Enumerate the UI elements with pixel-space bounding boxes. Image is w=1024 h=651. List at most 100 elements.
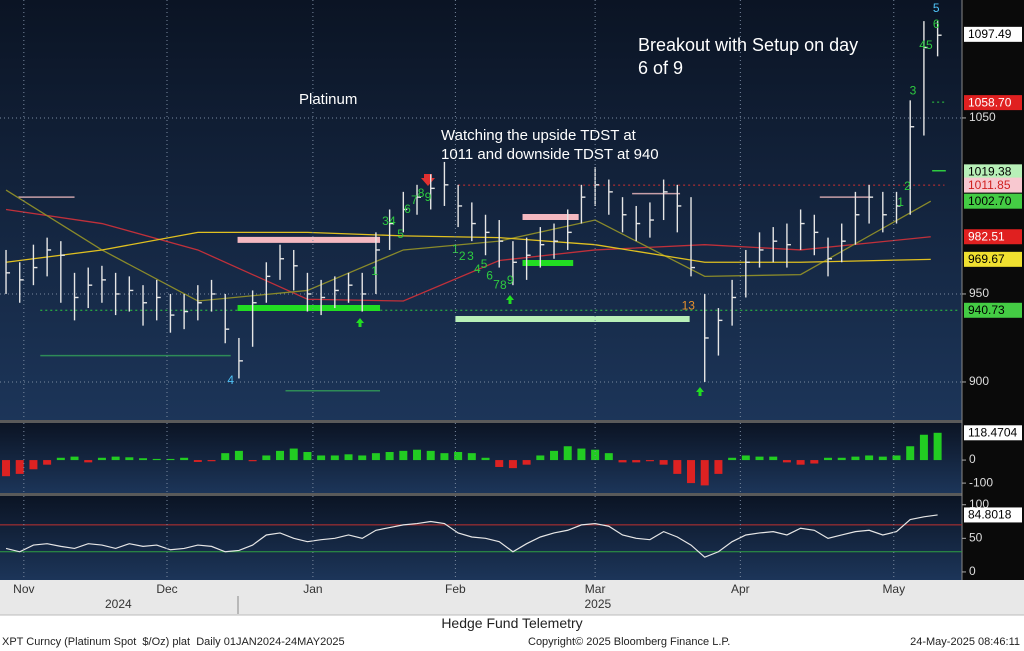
histogram-bar <box>755 456 764 461</box>
histogram-bar <box>84 460 93 463</box>
value-tag <box>964 507 1022 523</box>
y-tick-label: 0 <box>969 564 976 578</box>
histogram-bar <box>29 460 38 470</box>
histogram-bar <box>700 460 709 486</box>
histogram-bar <box>43 460 52 465</box>
moving-average <box>5 189 932 302</box>
y-tick-label: 100 <box>969 497 989 511</box>
panel-divider <box>0 420 1024 423</box>
histogram-bar <box>659 460 668 465</box>
histogram-bar <box>728 457 737 461</box>
histogram-bar <box>645 460 654 462</box>
value-tag <box>964 425 1022 441</box>
price-tag <box>964 164 1022 180</box>
histogram-bar <box>550 450 559 461</box>
td-count: 5 <box>926 38 933 52</box>
td-count: 7 <box>493 277 500 291</box>
buy-arrow <box>696 387 704 396</box>
histogram-bar <box>878 456 887 461</box>
y-tick-label: 1050 <box>969 110 996 124</box>
td-count: 1 <box>897 195 904 209</box>
histogram-bar <box>618 460 627 463</box>
histogram-bar <box>70 456 79 461</box>
y-tick-label: 950 <box>969 286 989 300</box>
td-count: 13 <box>682 298 696 312</box>
histogram-bar <box>152 458 161 461</box>
buy-arrow <box>356 318 364 327</box>
y-tick-label: 50 <box>969 531 983 545</box>
td-count: 7 <box>411 193 418 207</box>
td-count: 2 <box>904 179 911 193</box>
td-count: 2 <box>459 249 466 263</box>
histogram-bar <box>344 454 353 461</box>
td-count: 4 <box>389 214 396 228</box>
td-count: 1 <box>371 264 378 278</box>
td-count: 3 <box>910 84 917 98</box>
histogram-bar <box>837 457 846 461</box>
histogram-bar <box>303 452 312 461</box>
histogram-bar <box>385 452 394 461</box>
y-tick-label: -100 <box>969 475 993 489</box>
price-tag <box>964 95 1022 111</box>
histogram-bar <box>289 448 298 461</box>
histogram-bar <box>330 455 339 461</box>
td-count: 5 <box>481 257 488 271</box>
histogram-bar <box>276 450 285 461</box>
histogram-bar <box>111 456 120 461</box>
price-tag-label: 1002.70 <box>968 194 1012 208</box>
histogram-bar <box>741 455 750 461</box>
histogram-bar <box>413 449 422 461</box>
td-count: 1 <box>452 242 459 256</box>
histogram-panel <box>0 423 962 493</box>
price-tag <box>964 302 1022 318</box>
histogram-bar <box>714 460 723 474</box>
oscillator-line <box>5 514 938 558</box>
histogram-bar <box>933 432 942 461</box>
histogram-bar <box>906 446 915 461</box>
histogram-bar <box>467 453 476 461</box>
price-tag <box>964 26 1022 42</box>
value-tag-label: 84.8018 <box>968 508 1012 522</box>
value-tag-label: 118.4704 <box>968 425 1017 439</box>
histogram-bar <box>796 460 805 465</box>
histogram-bar <box>358 455 367 461</box>
histogram-bar <box>604 453 613 461</box>
price-tag-label: 1011.85 <box>968 178 1011 192</box>
moving-average <box>5 208 931 302</box>
price-tag <box>964 177 1022 193</box>
credit: Hedge Fund Telemetry <box>441 615 583 631</box>
chart-title: Platinum <box>299 91 358 108</box>
histogram-bar <box>180 457 189 461</box>
td-count: 4 <box>919 38 926 52</box>
timestamp: 24-May-2025 08:46:11 <box>910 636 1020 648</box>
price-tag <box>964 251 1022 267</box>
td-count: 4 <box>474 262 481 276</box>
histogram-bar <box>919 434 928 461</box>
histogram-bar <box>166 458 175 461</box>
price-tag <box>964 229 1022 245</box>
histogram-bar <box>481 457 490 461</box>
histogram-bar <box>139 458 148 461</box>
td-count: 9 <box>507 273 514 287</box>
histogram-bar <box>632 460 641 463</box>
td-count: 6 <box>486 269 493 283</box>
price-tag-label: 1058.70 <box>968 95 1012 109</box>
histogram-bar <box>495 460 504 467</box>
histogram-bar <box>851 456 860 461</box>
histogram-bar <box>824 457 833 461</box>
td-count: 5 <box>397 227 404 241</box>
td-count: 3 <box>382 214 389 228</box>
histogram-bar <box>193 460 202 462</box>
histogram-bar <box>454 452 463 461</box>
histogram-bar <box>234 450 243 461</box>
copyright: Copyright© 2025 Bloomberg Finance L.P. <box>528 636 731 648</box>
x-tick-label: Nov <box>13 582 34 596</box>
annotation: Watching the upside TDST at 1011 and dow… <box>441 127 659 163</box>
histogram-bar <box>522 460 531 465</box>
moving-average <box>5 231 931 263</box>
td-count: 3 <box>467 249 474 263</box>
price-panel <box>0 0 962 420</box>
